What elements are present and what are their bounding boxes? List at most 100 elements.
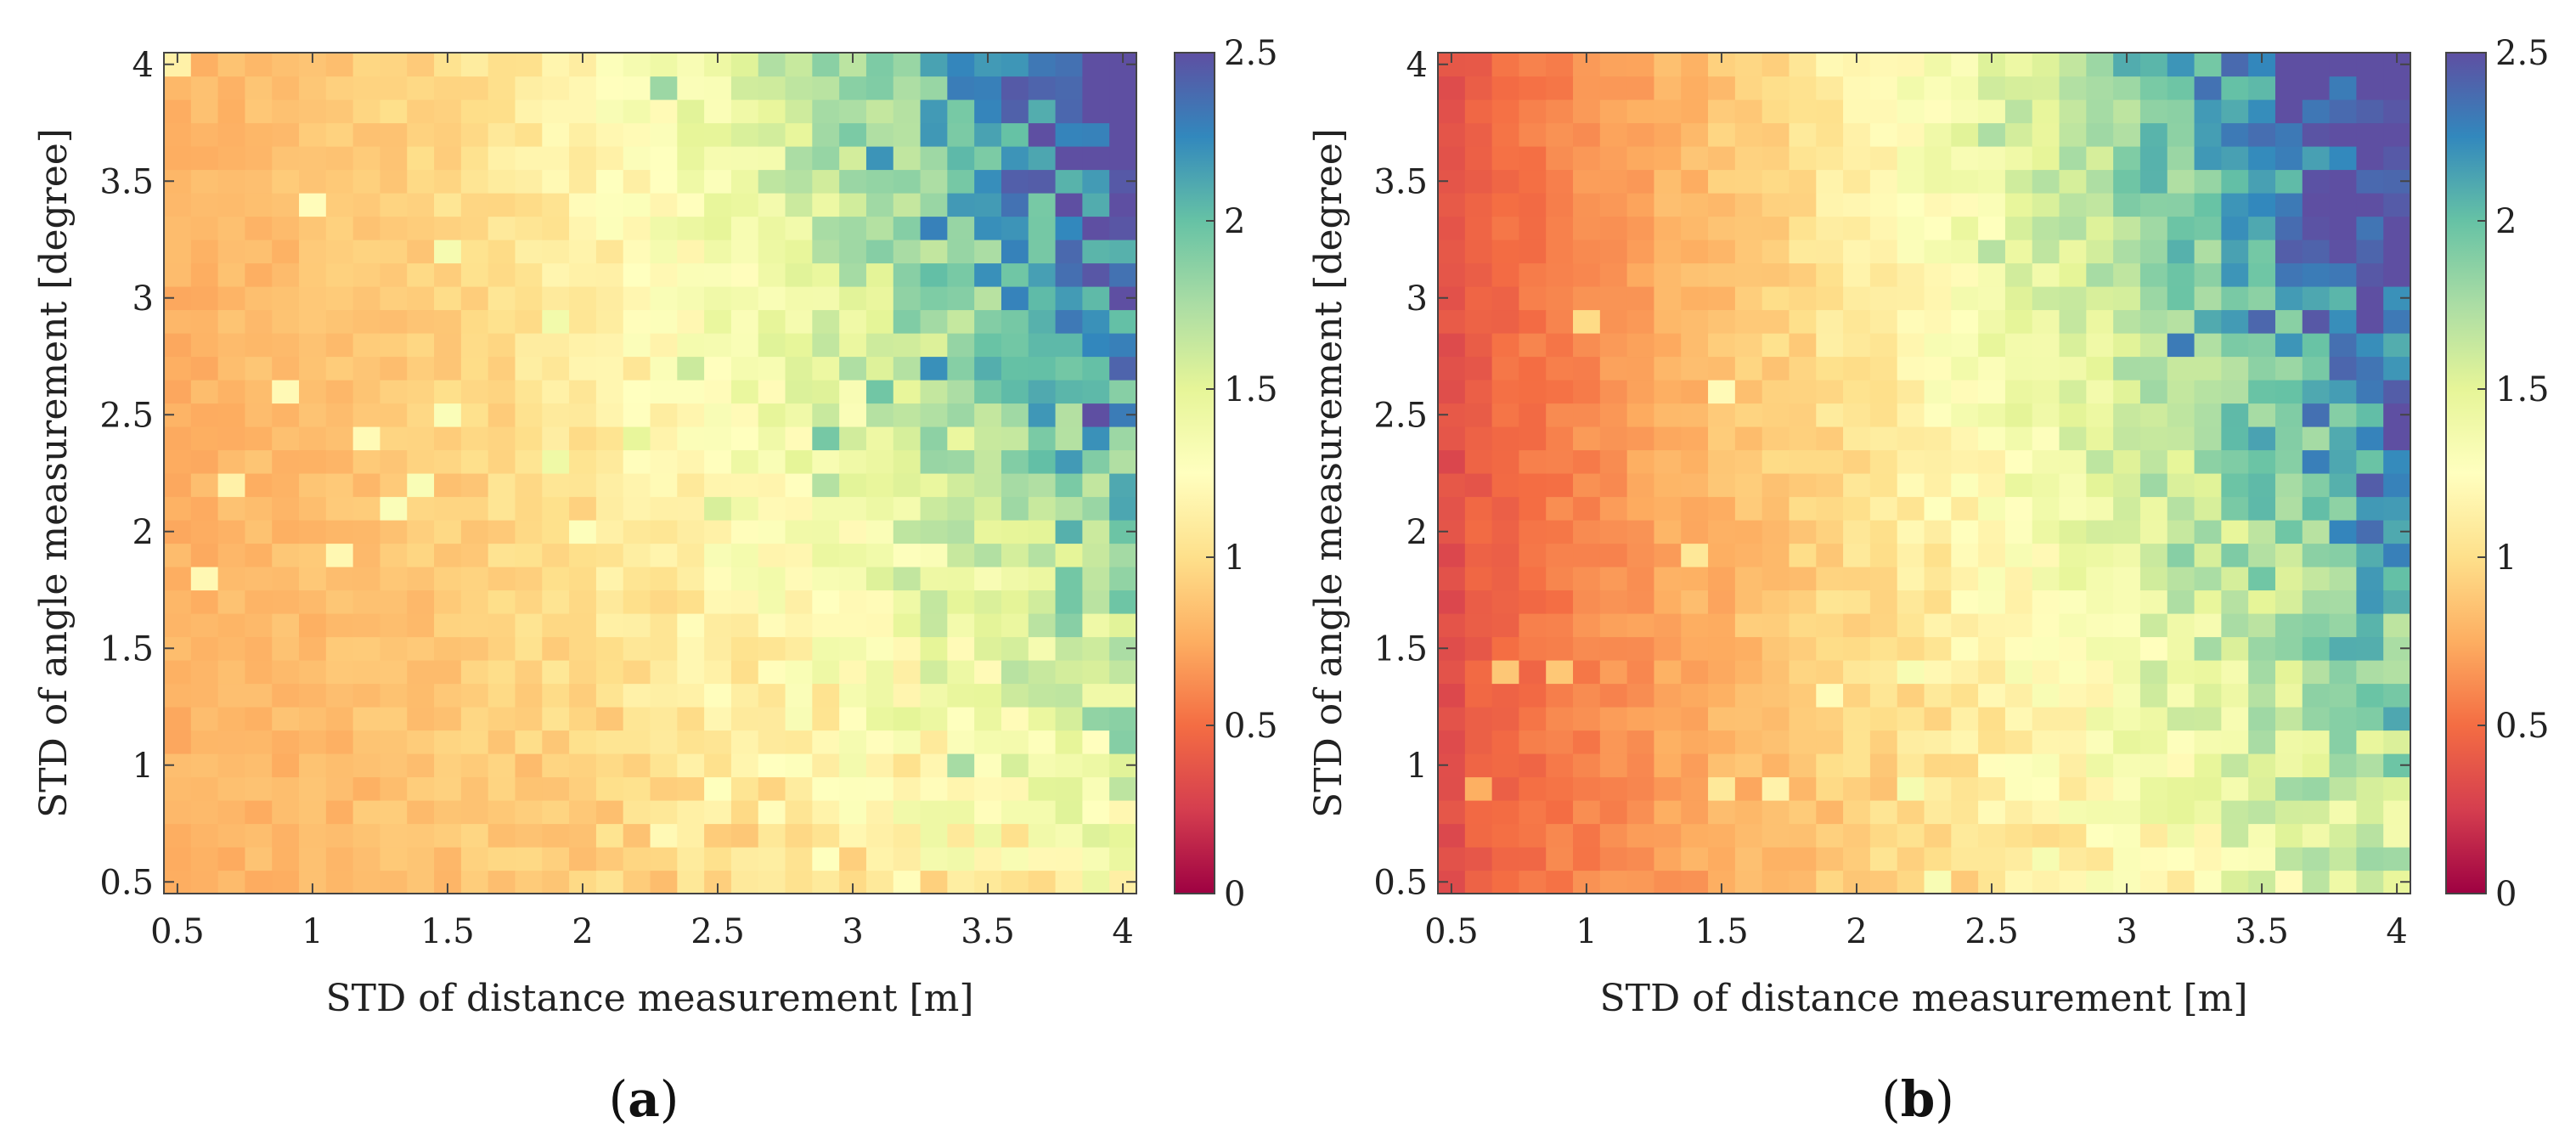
heatmap-cell [704, 240, 732, 264]
heatmap-cell [245, 333, 273, 358]
heatmap-cell [650, 660, 678, 685]
heatmap-cell [812, 169, 840, 194]
heatmap-cell [1028, 286, 1057, 311]
heatmap-cell [812, 240, 840, 264]
heatmap-cell [1599, 473, 1628, 498]
heatmap-cell [704, 473, 732, 498]
heatmap-cell [1843, 753, 1871, 778]
heatmap-cell [380, 753, 408, 778]
heatmap-cell [947, 543, 975, 567]
heatmap-cell [2139, 169, 2168, 194]
heatmap-cell [1573, 753, 1601, 778]
heatmap-cell [2302, 847, 2331, 871]
heatmap-cell [1109, 99, 1137, 124]
heatmap-cell [299, 800, 327, 825]
heatmap-cell [595, 76, 624, 100]
heatmap-cell [325, 473, 354, 498]
heatmap-cell [947, 76, 975, 100]
heatmap-cell [865, 496, 894, 521]
heatmap-cell [1681, 99, 1709, 124]
heatmap-cell [1001, 800, 1029, 825]
heatmap-cell [1978, 520, 2006, 544]
heatmap-cell [677, 309, 705, 334]
heatmap-cell [730, 76, 759, 100]
heatmap-cell [1681, 309, 1709, 334]
heatmap-cell [325, 333, 354, 358]
heatmap-cell [217, 636, 246, 661]
heatmap-cell [1924, 380, 1952, 404]
heatmap-cell [1789, 683, 1817, 708]
heatmap-cell [1626, 753, 1655, 778]
heatmap-cell [1464, 286, 1493, 311]
heatmap-cell [1761, 823, 1790, 848]
heatmap-cell [217, 800, 246, 825]
heatmap-cell [920, 240, 948, 264]
heatmap-cell [190, 847, 219, 871]
heatmap-cell [380, 426, 408, 451]
heatmap-cell [623, 660, 651, 685]
heatmap-cell [2248, 122, 2276, 147]
heatmap-cell [272, 309, 300, 334]
heatmap-cell [272, 99, 300, 124]
heatmap-cell [2356, 589, 2384, 614]
heatmap-cell [1761, 473, 1790, 498]
heatmap-cell [1438, 823, 1466, 848]
heatmap-cell [1491, 660, 1520, 685]
heatmap-cell [1055, 707, 1083, 731]
heatmap-cell [542, 660, 570, 685]
heatmap-cell [1681, 543, 1709, 567]
heatmap-cell [730, 380, 759, 404]
heatmap-cell [1055, 567, 1083, 591]
heatmap-cell [677, 380, 705, 404]
heatmap-cell [1491, 356, 1520, 381]
heatmap-cell [407, 262, 435, 287]
heatmap-cell [2221, 262, 2249, 287]
heatmap-cell [1816, 613, 1844, 638]
heatmap-cell [325, 76, 354, 100]
heatmap-cell [1491, 449, 1520, 474]
heatmap-cell [2167, 426, 2196, 451]
heatmap-cell [407, 146, 435, 171]
heatmap-cell [2059, 800, 2087, 825]
heatmap-cell [650, 847, 678, 871]
heatmap-cell [460, 613, 489, 638]
heatmap-cell [1843, 426, 1871, 451]
heatmap-cell [1082, 380, 1110, 404]
heatmap-cell [1761, 99, 1790, 124]
heatmap-cell [2113, 660, 2141, 685]
heatmap-cell [1028, 847, 1057, 871]
heatmap-cell [785, 262, 813, 287]
heatmap-cell [2274, 613, 2303, 638]
heatmap-cell [1681, 683, 1709, 708]
heatmap-cell [1816, 333, 1844, 358]
heatmap-cell [2194, 216, 2222, 240]
heatmap-cell [677, 847, 705, 871]
heatmap-cell [488, 800, 516, 825]
heatmap-cell [272, 333, 300, 358]
heatmap-cell [1519, 356, 1547, 381]
heatmap-cell [1978, 753, 2006, 778]
heatmap-cell [1546, 567, 1574, 591]
y-tick-label: 3 [1406, 279, 1428, 319]
heatmap-cell [1761, 636, 1790, 661]
heatmap-cell [2248, 847, 2276, 871]
heatmap-cell [2274, 380, 2303, 404]
heatmap-cell [1109, 823, 1137, 848]
heatmap-cell [1082, 216, 1110, 240]
heatmap-cell [460, 286, 489, 311]
heatmap-cell [839, 146, 867, 171]
heatmap-cell [812, 496, 840, 521]
heatmap-cell [595, 496, 624, 521]
heatmap-cell [515, 216, 543, 240]
heatmap-cell [164, 122, 192, 147]
heatmap-cell [569, 169, 597, 194]
heatmap-cell [407, 403, 435, 427]
heatmap-cell [730, 660, 759, 685]
heatmap-cell [623, 730, 651, 754]
heatmap-cell [1626, 356, 1655, 381]
heatmap-cell [1464, 146, 1493, 171]
heatmap-cell [1519, 753, 1547, 778]
heatmap-cell [1924, 823, 1952, 848]
heatmap-cell [1978, 333, 2006, 358]
colorbar-tick-label: 0 [2495, 875, 2517, 914]
